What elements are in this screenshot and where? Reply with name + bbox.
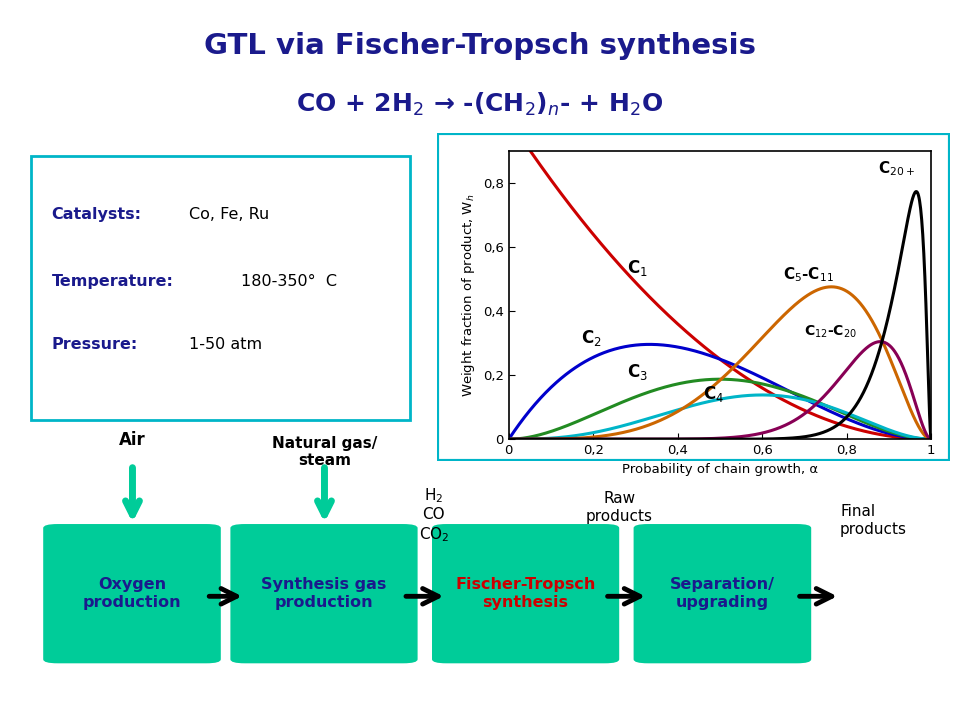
Text: C$_2$: C$_2$ — [581, 328, 601, 348]
Text: Edd A. Blekkan, Biomass-to-Liquids (BTL), Gasskonferansen, Bergen, May 5, 2011: Edd A. Blekkan, Biomass-to-Liquids (BTL)… — [120, 694, 663, 707]
FancyBboxPatch shape — [634, 524, 811, 663]
FancyBboxPatch shape — [230, 524, 418, 663]
Text: Pressure:: Pressure: — [52, 337, 137, 352]
X-axis label: Probability of chain growth, α: Probability of chain growth, α — [622, 463, 818, 476]
Text: Temperature:: Temperature: — [52, 274, 174, 289]
Text: 1-50 atm: 1-50 atm — [188, 337, 262, 352]
Text: C$_1$: C$_1$ — [627, 258, 648, 278]
Text: Raw
products: Raw products — [586, 491, 653, 523]
Text: C$_3$: C$_3$ — [627, 361, 648, 382]
Text: C$_{20+}$: C$_{20+}$ — [878, 160, 915, 179]
Text: H$_2$
CO
CO$_2$: H$_2$ CO CO$_2$ — [419, 486, 449, 544]
Text: CO + 2H$_2$ → -(CH$_2$)$_n$- + H$_2$O: CO + 2H$_2$ → -(CH$_2$)$_n$- + H$_2$O — [297, 91, 663, 117]
Text: Catalysts:: Catalysts: — [52, 207, 141, 222]
Text: C$_4$: C$_4$ — [703, 384, 724, 404]
FancyBboxPatch shape — [43, 524, 221, 663]
Text: www.ntnu.no: www.ntnu.no — [17, 694, 110, 707]
Text: Co, Fe, Ru: Co, Fe, Ru — [188, 207, 269, 222]
Y-axis label: Weight fraction of product, W$_h$: Weight fraction of product, W$_h$ — [461, 194, 477, 397]
Text: Separation/
upgrading: Separation/ upgrading — [670, 577, 775, 610]
Text: Air: Air — [119, 431, 146, 449]
Text: GTL via Fischer-Tropsch synthesis: GTL via Fischer-Tropsch synthesis — [204, 32, 756, 60]
Text: C$_{12}$-C$_{20}$: C$_{12}$-C$_{20}$ — [804, 323, 857, 340]
Text: Final
products: Final products — [840, 504, 907, 536]
FancyBboxPatch shape — [432, 524, 619, 663]
Text: C$_5$-C$_{11}$: C$_5$-C$_{11}$ — [783, 265, 834, 284]
Text: 180-350°  C: 180-350° C — [241, 274, 337, 289]
Text: Fischer-Tropsch
synthesis: Fischer-Tropsch synthesis — [455, 577, 596, 610]
Text: Natural gas/
steam: Natural gas/ steam — [272, 436, 377, 469]
Text: Oxygen
production: Oxygen production — [83, 577, 181, 610]
Text: Synthesis gas
production: Synthesis gas production — [261, 577, 387, 610]
Text: 5: 5 — [924, 691, 936, 710]
